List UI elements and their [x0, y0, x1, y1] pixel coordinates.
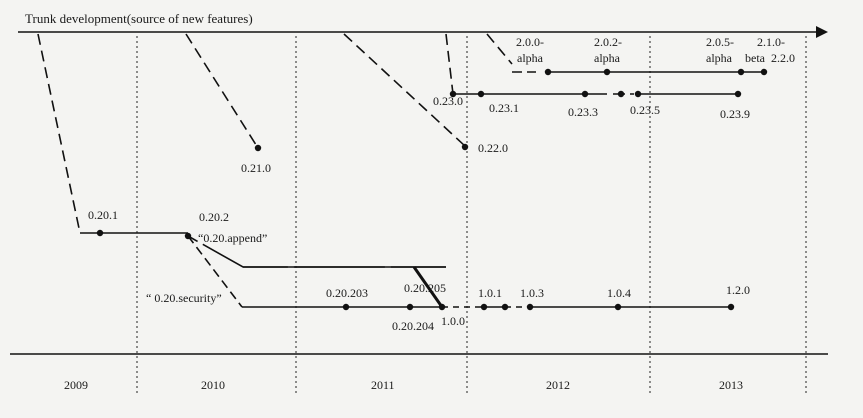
label-1-0-1: 1.0.1: [478, 286, 502, 300]
label-0-23-1: 0.23.1: [489, 101, 519, 115]
dot-2-0-5: [737, 68, 745, 76]
label-0-23-5: 0.23.5: [630, 103, 660, 117]
label-2-2-0: 2.2.0: [771, 51, 795, 65]
dot-0-23-3: [581, 90, 589, 98]
branch-off-0-21: [185, 33, 259, 149]
dot-0-23-4: [617, 90, 625, 98]
dot-0-22-0: [461, 143, 469, 151]
branch-off-0-23: [445, 33, 454, 95]
label-0-20-append: “0.20.append”: [198, 231, 267, 245]
year-dividers: [136, 36, 807, 394]
year-2011: 2011: [371, 378, 395, 392]
year-2010: 2010: [201, 378, 225, 392]
dot-0-20-1: [96, 229, 104, 237]
dot-0-20-2: [184, 232, 192, 240]
label-0-21-0: 0.21.0: [241, 161, 271, 175]
release-labels: 0.20.1 0.20.2 “0.20.append” “ 0.20.secur…: [88, 35, 795, 333]
branch-off-0-20: [37, 33, 81, 234]
trunk-label: Trunk development(source of new features…: [25, 11, 253, 26]
year-2009: 2009: [64, 378, 88, 392]
label-0-20-204: 0.20.204: [392, 319, 434, 333]
label-0-22-0: 0.22.0: [478, 141, 508, 155]
line-0-20-security-dash: [187, 235, 243, 308]
dot-0-20-204: [406, 303, 414, 311]
dot-1-2-0: [727, 303, 735, 311]
label-0-20-203: 0.20.203: [326, 286, 368, 300]
label-2-0-2-line1: 2.0.2-: [594, 35, 622, 49]
dot-0-20-203: [342, 303, 350, 311]
dot-0-20-205: [438, 303, 446, 311]
label-0-23-3: 0.23.3: [568, 105, 598, 119]
line-append-merge: [412, 266, 444, 308]
branch-offs: [37, 33, 513, 234]
label-1-0-4: 1.0.4: [607, 286, 631, 300]
dot-0-23-0: [449, 90, 457, 98]
label-2-1-0-line1: 2.1.0-: [757, 35, 785, 49]
dot-1-0-4: [614, 303, 622, 311]
label-1-0-0: 1.0.0: [441, 314, 465, 328]
label-0-20-2: 0.20.2: [199, 210, 229, 224]
label-2-1-0-line2: beta: [745, 51, 766, 65]
dot-0-21-0: [254, 144, 262, 152]
label-2-0-0-line2: alpha: [517, 51, 544, 65]
year-2013: 2013: [719, 378, 743, 392]
dot-1-0-3: [526, 303, 534, 311]
trunk-arrowhead: [816, 26, 828, 38]
dot-0-23-9: [734, 90, 742, 98]
label-0-20-1: 0.20.1: [88, 208, 118, 222]
dot-2-0-0: [544, 68, 552, 76]
label-0-23-9: 0.23.9: [720, 107, 750, 121]
label-2-0-5-line2: alpha: [706, 51, 733, 65]
dot-1-0-1: [480, 303, 488, 311]
label-2-0-5-line1: 2.0.5-: [706, 35, 734, 49]
label-0-20-205: 0.20.205: [404, 281, 446, 295]
dot-1-0-2: [501, 303, 509, 311]
dot-0-23-5: [634, 90, 642, 98]
label-0-20-security: “ 0.20.security”: [146, 291, 222, 305]
branch-off-2-0: [486, 33, 513, 65]
label-1-2-0: 1.2.0: [726, 283, 750, 297]
release-dots: [96, 68, 768, 311]
branch-off-0-22: [343, 33, 466, 147]
label-2-0-2-line2: alpha: [594, 51, 621, 65]
label-2-0-0-line1: 2.0.0-: [516, 35, 544, 49]
year-2012: 2012: [546, 378, 570, 392]
dot-0-23-0b: [477, 90, 485, 98]
label-1-0-3: 1.0.3: [520, 286, 544, 300]
dot-2-0-2: [603, 68, 611, 76]
label-0-23-0: 0.23.0: [433, 94, 463, 108]
dot-2-1-0: [760, 68, 768, 76]
